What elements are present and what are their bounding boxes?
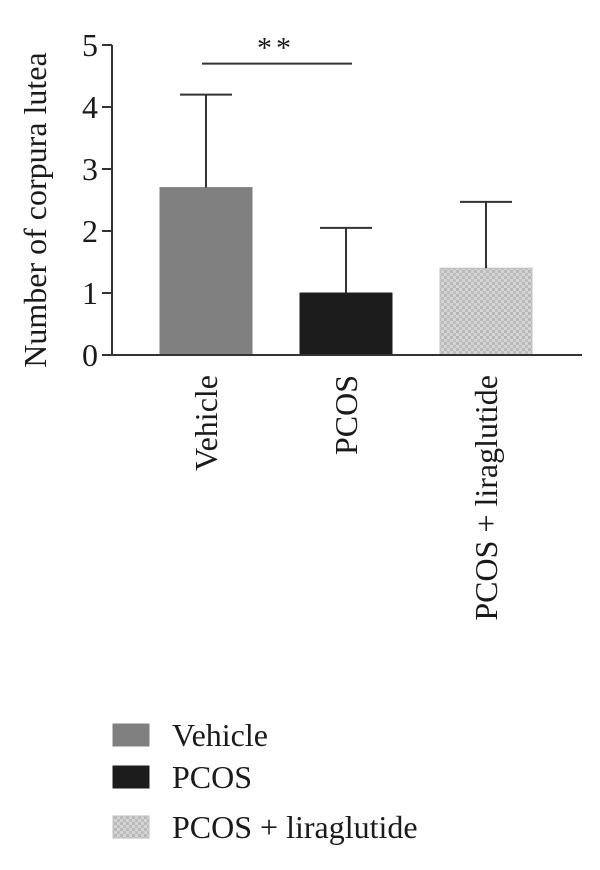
- y-tick-label: 2: [82, 213, 98, 249]
- legend-label: PCOS: [172, 759, 252, 795]
- y-axis-ticks: 0 1 2 3 4 5: [82, 27, 112, 373]
- x-axis-categories: Vehicle PCOS PCOS + liraglutide: [188, 375, 504, 621]
- bar: [159, 187, 253, 356]
- x-category-label: PCOS: [328, 375, 364, 455]
- legend-label: Vehicle: [172, 717, 268, 753]
- legend-swatch: [112, 765, 150, 789]
- y-tick-label: 4: [82, 89, 98, 125]
- bars: [159, 187, 533, 356]
- bar: [439, 267, 533, 356]
- legend: Vehicle PCOS PCOS + liraglutide: [112, 717, 418, 845]
- y-tick-label: 1: [82, 275, 98, 311]
- y-axis-label: Number of corpura lutea: [17, 52, 53, 367]
- significance-label: **: [257, 32, 295, 65]
- y-tick-label: 0: [82, 337, 98, 373]
- legend-label: PCOS + liraglutide: [172, 809, 418, 845]
- significance-annotation: **: [202, 32, 352, 65]
- bar: [299, 292, 393, 356]
- error-bars: [180, 93, 512, 293]
- y-tick-label: 3: [82, 151, 98, 187]
- legend-swatch: [112, 723, 150, 747]
- x-category-label: PCOS + liraglutide: [468, 375, 504, 621]
- y-tick-label: 5: [82, 27, 98, 63]
- legend-swatch: [112, 815, 150, 839]
- x-category-label: Vehicle: [188, 375, 224, 471]
